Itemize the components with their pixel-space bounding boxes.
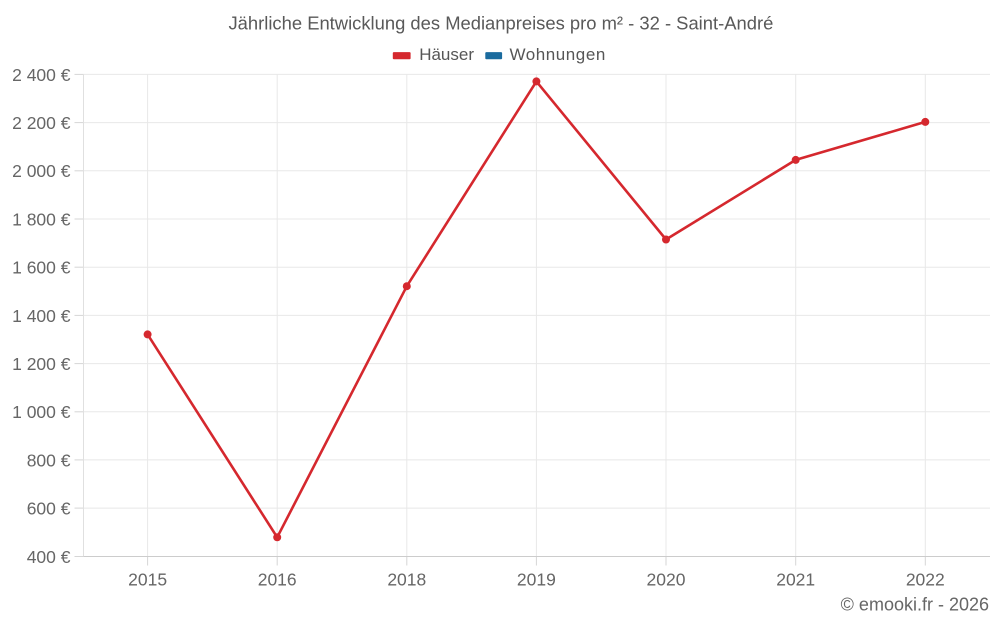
svg-text:2 400 €: 2 400 € [12,65,71,85]
svg-text:2 200 €: 2 200 € [12,113,71,133]
svg-text:400 €: 400 € [27,547,71,567]
svg-text:2015: 2015 [128,569,167,589]
svg-text:2020: 2020 [647,569,686,589]
svg-text:2022: 2022 [906,569,945,589]
svg-text:2021: 2021 [776,569,815,589]
svg-text:2018: 2018 [387,569,426,589]
svg-text:2 000 €: 2 000 € [12,161,71,181]
svg-text:1 200 €: 1 200 € [12,354,71,374]
svg-text:Jährliche Entwicklung des Medi: Jährliche Entwicklung des Medianpreises … [228,13,773,34]
svg-text:1 400 €: 1 400 € [12,306,71,326]
svg-text:2019: 2019 [517,569,556,589]
svg-text:2016: 2016 [258,569,297,589]
svg-text:Wohnungen: Wohnungen [510,45,606,64]
svg-text:1 800 €: 1 800 € [12,209,71,229]
svg-text:1 600 €: 1 600 € [12,258,71,278]
svg-text:© emooki.fr - 2026: © emooki.fr - 2026 [841,594,989,614]
svg-text:Häuser: Häuser [419,45,474,64]
svg-text:600 €: 600 € [27,499,71,519]
svg-text:1 000 €: 1 000 € [12,402,71,422]
svg-text:800 €: 800 € [27,450,71,470]
